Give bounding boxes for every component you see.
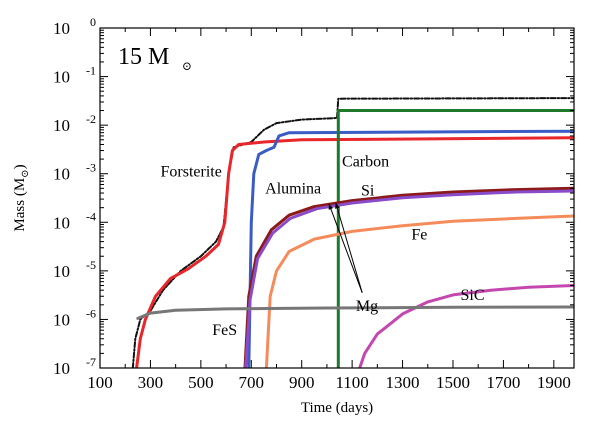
y-tick-exponent: -2 (86, 112, 96, 126)
x-tick-label: 1100 (335, 373, 368, 392)
y-tick-exponent: -7 (86, 355, 96, 369)
series-line-mg (244, 189, 574, 368)
annotation-carbon: Carbon (342, 154, 389, 171)
title-layer: 15 M ⊙Time (days)Mass (M⊙) (12, 44, 373, 416)
y-tick-label: 10 (53, 262, 70, 281)
y-tick-base: 10 (53, 165, 70, 184)
y-tick-label: 10 (53, 165, 70, 184)
y-tick-label: 10 (53, 116, 70, 135)
y-tick-base: 10 (53, 359, 70, 378)
series-line-fe (264, 214, 574, 368)
y-tick-label: 10 (53, 213, 70, 232)
x-tick-label: 1700 (486, 373, 520, 392)
y-tick-exponent: -3 (86, 161, 96, 175)
y-tick-label: 10 (53, 359, 70, 378)
series-layer (131, 97, 574, 368)
annotation-forsterite: Forsterite (161, 163, 222, 180)
annotation-arrow-line (335, 202, 363, 293)
series-line-si (243, 186, 574, 368)
y-axis-title-main: Mass (M (12, 178, 28, 232)
series-line-sic (358, 284, 574, 368)
annotation-alumina: Alumina (265, 180, 321, 197)
series-line-fes (136, 305, 574, 320)
y-tick-exponent: -4 (86, 209, 96, 223)
y-tick-exponent: -1 (86, 64, 96, 78)
annotation-fe: Fe (411, 226, 427, 243)
panel-label-subscript: ⊙ (182, 59, 192, 73)
y-axis-title: Mass (M⊙) (12, 164, 31, 231)
annotation-arrow-line (328, 203, 363, 293)
y-tick-exponent: -5 (86, 258, 96, 272)
y-tick-base: 10 (53, 213, 70, 232)
annotation-arrow-head (328, 203, 334, 210)
annotation-arrow-head (335, 202, 340, 209)
y-tick-exponent: 0 (90, 15, 96, 29)
y-tick-exponent: -6 (86, 306, 96, 320)
series-line-forsterite (135, 136, 574, 368)
x-tick-label: 1300 (386, 373, 420, 392)
x-tick-label: 1500 (436, 373, 470, 392)
y-tick-base: 10 (53, 19, 70, 38)
y-tick-base: 10 (53, 68, 70, 87)
plot-frame (99, 27, 575, 369)
series-line-carbon (336, 109, 574, 368)
y-tick-label: 10 (53, 310, 70, 329)
annotation-layer: Forsterite Alumina Carbon Si Fe Mg SiC FeS (161, 154, 485, 340)
annotation-si: Si (361, 183, 375, 200)
y-tick-label: 10 (53, 19, 70, 38)
annotation-fes: FeS (212, 322, 237, 339)
y-axis-title-sub: ⊙ (20, 169, 31, 177)
y-axis-title-end: ) (12, 164, 28, 169)
x-tick-label: 500 (188, 373, 214, 392)
annotation-mg: Mg (356, 298, 378, 315)
x-tick-label: 900 (289, 373, 315, 392)
x-axis-title: Time (days) (301, 400, 373, 416)
series-line-alumina (247, 129, 574, 368)
x-tick-label: 300 (138, 373, 164, 392)
x-tick-label: 100 (87, 373, 113, 392)
panel-label: 15 M (118, 44, 169, 70)
annotation-sic: SiC (461, 287, 485, 304)
x-tick-label: 1900 (537, 373, 571, 392)
x-tick-label: 700 (239, 373, 265, 392)
y-tick-base: 10 (53, 262, 70, 281)
y-tick-base: 10 (53, 116, 70, 135)
y-tick-label: 10 (53, 68, 70, 87)
y-tick-base: 10 (53, 310, 70, 329)
